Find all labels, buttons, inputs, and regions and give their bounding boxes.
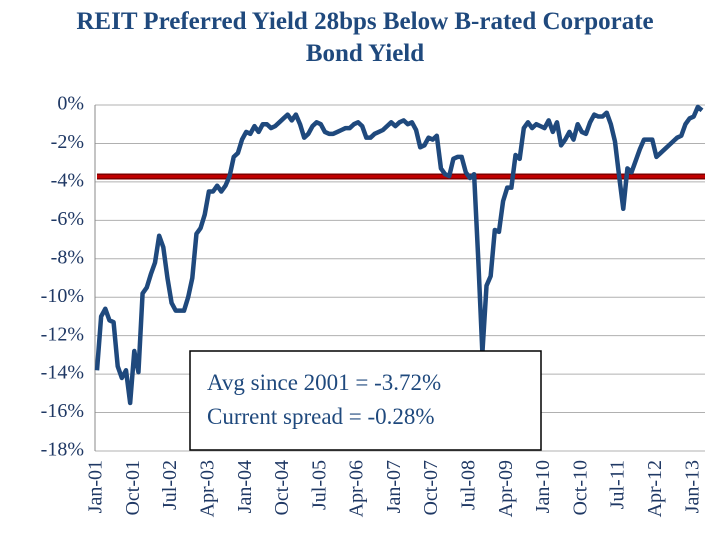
y-tick-label: -12% [41, 323, 84, 345]
x-tick-label: Jan-01 [85, 460, 107, 513]
chart-title: REIT Preferred Yield 28bps Below B-rated… [76, 8, 654, 67]
x-tick-label: Jan-10 [532, 460, 554, 513]
x-tick-label: Apr-09 [495, 460, 517, 517]
x-tick-label: Jan-07 [383, 460, 405, 513]
annotation-text: Avg since 2001 = -3.72% [207, 370, 441, 395]
x-tick-label: Apr-12 [644, 460, 666, 517]
y-tick-label: 0% [57, 93, 84, 115]
x-tick-label: Jul-02 [159, 460, 181, 510]
x-tick-label: Apr-06 [346, 460, 368, 517]
x-tick-label: Oct-01 [122, 460, 144, 516]
y-tick-label: -18% [41, 439, 84, 461]
x-tick-label: Apr-03 [196, 460, 218, 517]
data-line [94, 104, 704, 406]
y-tick-label: -2% [51, 131, 84, 153]
annotation-box [189, 350, 542, 451]
y-tick-label: -14% [41, 362, 84, 384]
y-tick-label: -4% [51, 169, 84, 191]
y-tick-label: -10% [41, 285, 84, 307]
x-tick-label: Jul-05 [308, 460, 330, 510]
x-tick-label: Oct-07 [420, 460, 442, 516]
x-tick-label: Jan-13 [681, 460, 703, 513]
x-tick-label: Jul-11 [607, 460, 629, 509]
y-tick-label: -16% [41, 400, 84, 422]
x-tick-label: Oct-10 [569, 460, 591, 516]
x-tick-label: Jan-04 [234, 460, 256, 513]
y-tick-label: -6% [51, 208, 84, 230]
y-tick-label: -8% [51, 246, 84, 268]
x-tick-label: Jul-08 [458, 460, 480, 510]
x-tick-label: Oct-04 [271, 460, 293, 516]
annotation-text: Current spread = -0.28% [207, 404, 435, 429]
